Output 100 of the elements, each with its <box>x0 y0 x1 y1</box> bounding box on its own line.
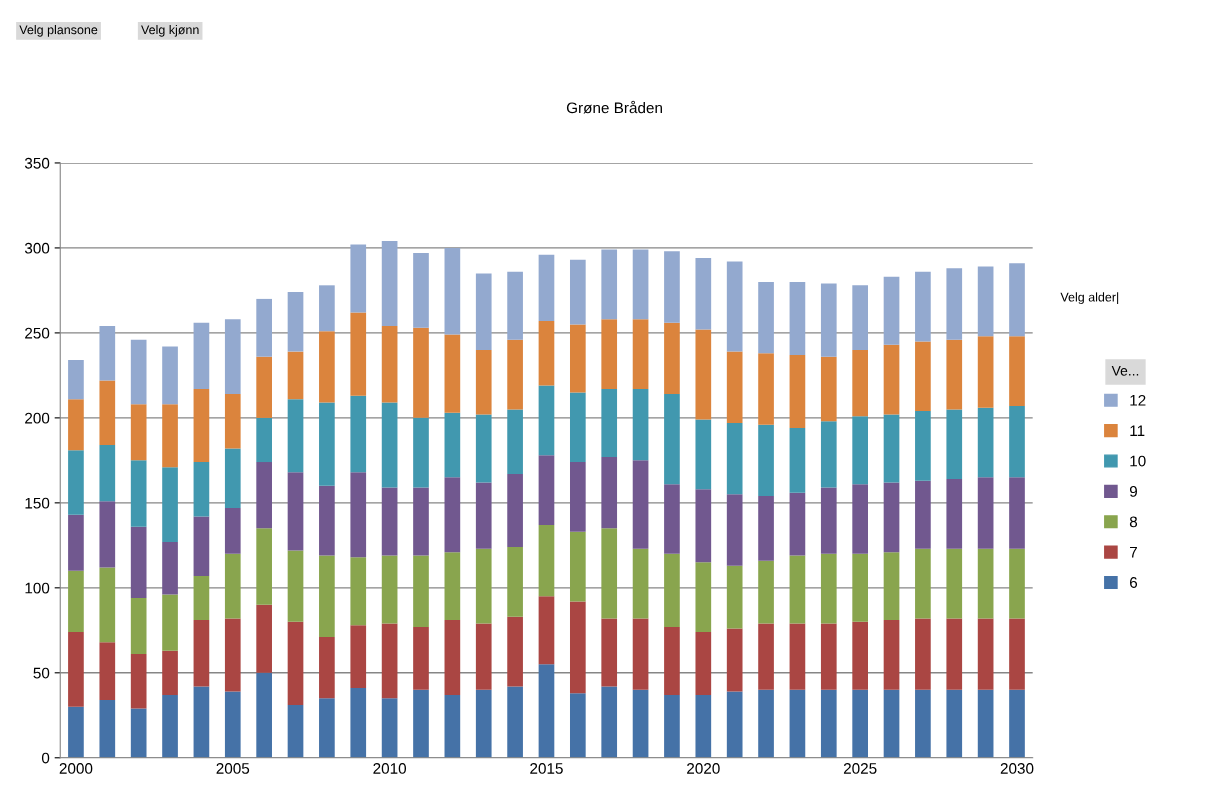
y-tick-label: 0 <box>41 752 50 764</box>
bar <box>632 319 649 389</box>
bar <box>475 414 492 483</box>
bar <box>915 689 931 758</box>
bar <box>68 450 84 515</box>
bar <box>507 339 523 410</box>
legend-title: Ve... <box>1111 365 1139 376</box>
y-tick-label: 150 <box>25 497 50 509</box>
bar <box>758 353 774 425</box>
bar <box>758 424 774 497</box>
bar <box>601 319 618 389</box>
bar <box>664 394 680 485</box>
bar <box>319 402 335 486</box>
bar <box>256 356 272 418</box>
legend-label: 11 <box>1130 425 1145 436</box>
bar <box>99 380 116 446</box>
bar <box>319 485 335 556</box>
bar <box>977 689 994 758</box>
bar <box>507 547 523 617</box>
bar <box>224 507 241 554</box>
bar <box>883 414 900 483</box>
bar <box>664 251 680 323</box>
bar <box>475 349 492 415</box>
bar <box>224 691 241 758</box>
bar <box>695 632 712 695</box>
bar <box>726 565 743 629</box>
bar <box>852 621 868 690</box>
bar <box>726 494 743 566</box>
bar <box>256 604 272 673</box>
bar <box>475 689 492 758</box>
bar <box>946 618 963 690</box>
bar <box>632 388 649 461</box>
x-tick-label: 2025 <box>843 763 877 774</box>
bar <box>162 541 178 595</box>
legend-label: 8 <box>1129 516 1138 528</box>
bar <box>287 399 304 473</box>
bar <box>569 392 586 463</box>
bar <box>538 385 555 456</box>
bar <box>758 689 774 758</box>
bar <box>852 689 868 758</box>
bar <box>68 632 84 707</box>
bar <box>820 421 837 488</box>
bar <box>852 484 868 554</box>
bar <box>726 691 743 758</box>
bar <box>883 620 900 690</box>
bar <box>601 249 618 320</box>
y-tick-label: 50 <box>33 667 50 679</box>
bar <box>99 699 116 758</box>
bar <box>1009 336 1025 406</box>
bar <box>820 356 837 422</box>
bar <box>632 249 649 320</box>
bar <box>569 462 586 532</box>
bar <box>68 706 84 758</box>
legend-label: 6 <box>1130 577 1138 588</box>
bar <box>224 448 241 508</box>
bar <box>319 285 335 332</box>
bar <box>726 351 743 423</box>
x-tick-label: 2005 <box>216 763 250 774</box>
bar <box>695 694 712 758</box>
bar <box>350 625 367 689</box>
text: Velg alder| <box>1060 292 1119 305</box>
bar <box>946 548 963 619</box>
bar <box>632 548 649 619</box>
bar <box>68 360 84 400</box>
legend-label: 10 <box>1130 455 1146 467</box>
bar <box>883 482 900 553</box>
bar <box>256 298 272 357</box>
bar <box>413 626 429 690</box>
bar <box>915 548 931 619</box>
bar <box>538 321 555 386</box>
bar <box>130 708 147 758</box>
bar <box>193 686 210 758</box>
bar <box>883 689 900 758</box>
bar <box>789 281 806 355</box>
bar <box>350 244 367 313</box>
bar <box>68 514 84 571</box>
bar <box>256 672 272 758</box>
bar <box>99 501 116 568</box>
bar <box>256 417 272 463</box>
bar <box>287 351 304 400</box>
bar <box>820 487 837 554</box>
bar <box>319 637 335 699</box>
bar <box>1009 548 1025 619</box>
bar <box>789 354 806 429</box>
bar <box>695 329 712 420</box>
bar <box>632 689 649 758</box>
bar <box>224 553 241 619</box>
bar <box>193 516 210 576</box>
bar <box>99 642 116 700</box>
bar <box>977 336 994 408</box>
bar <box>413 487 429 556</box>
bar <box>162 650 178 695</box>
bar <box>381 555 398 624</box>
bar <box>852 553 868 622</box>
bar <box>507 686 523 758</box>
text: Velg kjønn <box>141 25 199 37</box>
bar <box>162 594 178 651</box>
bar <box>883 552 900 621</box>
y-tick-label: 300 <box>24 242 50 254</box>
bar <box>475 623 492 690</box>
